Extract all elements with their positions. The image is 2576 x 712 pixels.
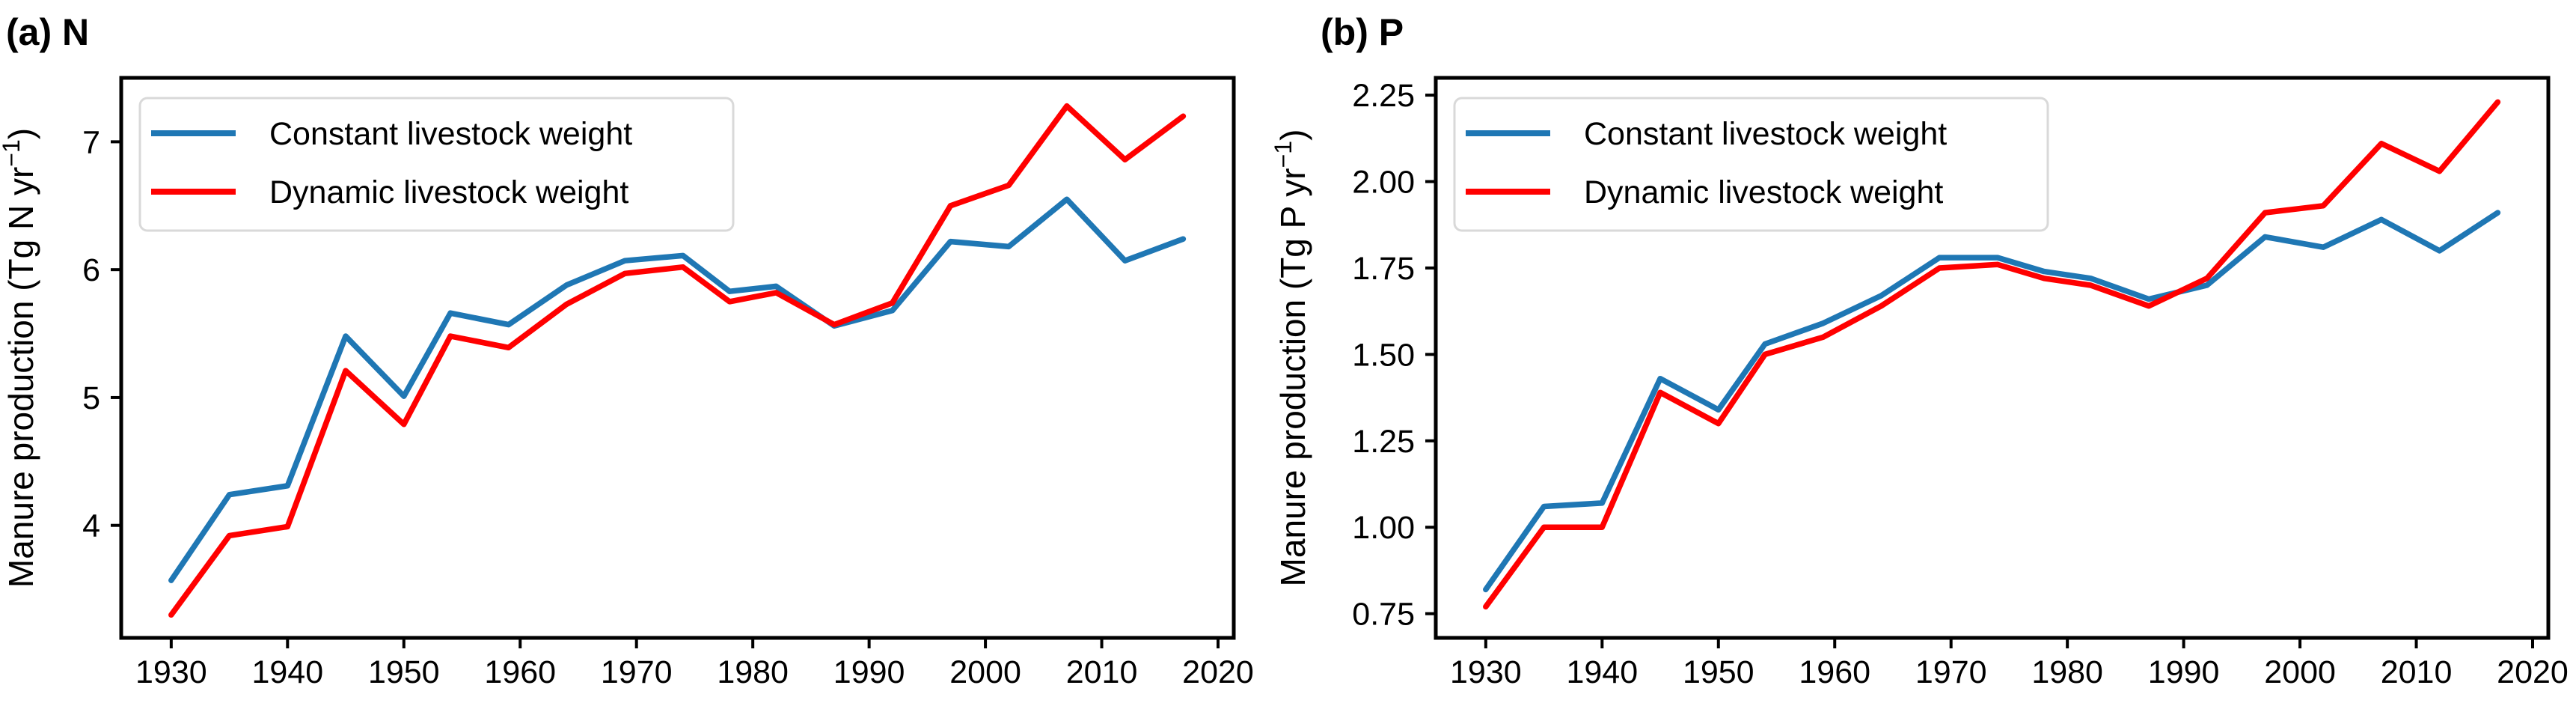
panel-a-n: (a) N 1930 1940 1950 1960 1970 1980 1990 2000 201…: [0, 11, 1254, 690]
legend-label: Dynamic livestock weight: [269, 174, 628, 210]
y-tick-label: 1.50: [1352, 337, 1415, 373]
plot-frame: [1434, 76, 2551, 640]
y-axis-label: Manure production (Tg P yr−1): [1270, 130, 1312, 587]
legend: Constant livestock weight Dynamic livesto…: [138, 97, 735, 232]
y-tick-label: 5: [82, 380, 100, 416]
series-line-constant-livestock-weight: [1483, 210, 2501, 593]
x-tick-label: 2020: [1182, 654, 1254, 690]
y-tick-label: 4: [82, 508, 100, 544]
x-tick-label: 1940: [1566, 654, 1638, 690]
y-tick-label: 0.75: [1352, 597, 1415, 633]
legend-label: Constant livestock weight: [269, 116, 632, 152]
y-tick-label: 2.00: [1352, 165, 1415, 201]
x-tick-label: 1940: [251, 654, 323, 690]
legend-label: Constant livestock weight: [1584, 116, 1947, 152]
x-tick-label: 1960: [484, 654, 556, 690]
legend-box: [1453, 97, 2049, 232]
series-line-dynamic-livestock-weight: [1483, 99, 2501, 610]
series-line-dynamic-livestock-weight: [168, 103, 1187, 618]
x-tick-label: 1990: [833, 654, 905, 690]
y-tick-label: 6: [82, 252, 100, 288]
legend-box: [138, 97, 735, 232]
x-tick-label: 1950: [1683, 654, 1754, 690]
x-tick-label: 1930: [1450, 654, 1522, 690]
panel-title: (b) P: [1321, 11, 1404, 53]
y-axis-label: Manure production (Tg N yr−1): [0, 128, 40, 588]
x-tick-label: 1990: [2148, 654, 2220, 690]
x-tick-label: 1980: [717, 654, 789, 690]
x-tick-label: 1970: [601, 654, 673, 690]
x-tick-label: 1930: [135, 654, 207, 690]
plot-frame: [119, 76, 1236, 640]
y-tick-label: 1.25: [1352, 424, 1415, 460]
y-tick-label: 1.75: [1352, 251, 1415, 287]
y-tick-label: 2.25: [1352, 78, 1415, 114]
x-tick-label: 2010: [2381, 654, 2453, 690]
y-tick-label: 1.00: [1352, 510, 1415, 546]
x-tick-label: 1960: [1799, 654, 1870, 690]
x-tick-label: 2010: [1066, 654, 1138, 690]
x-tick-label: 2000: [2264, 654, 2336, 690]
legend-label: Dynamic livestock weight: [1584, 174, 1943, 210]
y-tick-label: 7: [82, 124, 100, 160]
x-tick-label: 2000: [949, 654, 1021, 690]
x-tick-label: 1970: [1915, 654, 1987, 690]
x-tick-label: 2020: [2497, 654, 2569, 690]
panel-b-p: (b) P 1930 1940 1950 1960 1970 1980 1990 2000 201…: [1270, 11, 2569, 690]
panel-title: (a) N: [6, 11, 89, 53]
series-line-constant-livestock-weight: [168, 196, 1187, 583]
x-tick-label: 1950: [368, 654, 440, 690]
x-tick-label: 1980: [2031, 654, 2103, 690]
legend: Constant livestock weight Dynamic livesto…: [1453, 97, 2049, 232]
